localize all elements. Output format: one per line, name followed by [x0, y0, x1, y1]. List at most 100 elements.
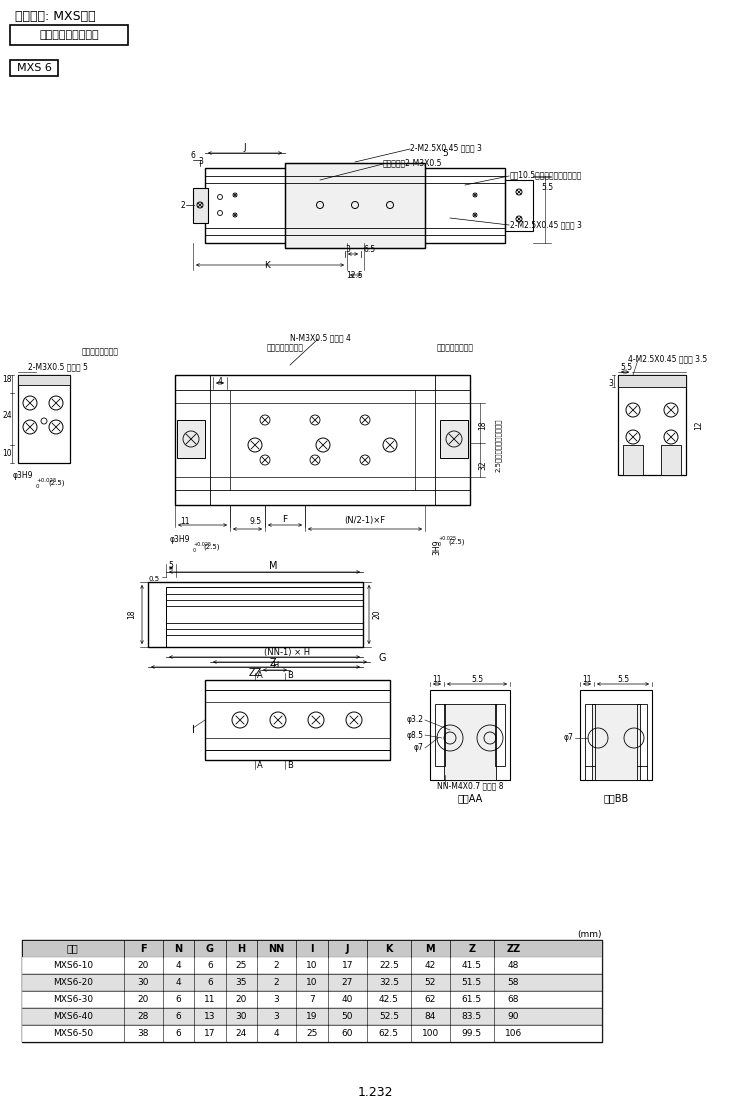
Text: Z: Z: [468, 944, 476, 954]
Bar: [440, 420, 468, 458]
Text: 5.5: 5.5: [541, 183, 553, 192]
Text: 2.5（后端行程调整装置）: 2.5（后端行程调整装置）: [495, 418, 502, 471]
Text: 35: 35: [236, 978, 247, 987]
Bar: [177, 420, 205, 458]
Text: NN-M4X0.7 螺纹深 8: NN-M4X0.7 螺纹深 8: [436, 782, 503, 791]
Text: 13: 13: [204, 1012, 216, 1022]
Text: 2: 2: [274, 961, 280, 970]
Text: 4: 4: [217, 378, 223, 387]
Text: 10: 10: [2, 449, 12, 458]
Text: +0.025: +0.025: [438, 537, 456, 541]
Text: 62: 62: [424, 995, 436, 1004]
Text: 气动滑台: MXS系列: 气动滑台: MXS系列: [15, 10, 96, 22]
Text: MXS6-10: MXS6-10: [53, 961, 93, 970]
Text: 2-M3X0.5 螺纹深 5: 2-M3X0.5 螺纹深 5: [28, 362, 88, 371]
Text: 6: 6: [190, 152, 196, 160]
Text: I: I: [310, 944, 314, 954]
Text: I: I: [191, 725, 194, 735]
Text: F: F: [283, 516, 287, 525]
Text: H: H: [237, 944, 245, 954]
Text: 18: 18: [127, 609, 136, 618]
Text: +0.025: +0.025: [36, 479, 56, 483]
Text: 截面BB: 截面BB: [603, 793, 628, 803]
Bar: [205, 702, 390, 737]
Bar: [22, 974, 602, 991]
Text: 2: 2: [180, 201, 185, 209]
Text: 3: 3: [346, 244, 350, 254]
Text: 30: 30: [137, 978, 149, 987]
Bar: [661, 444, 681, 475]
Text: 7: 7: [309, 995, 315, 1004]
Text: 84: 84: [424, 1012, 436, 1022]
Text: 4-M2.5X0.45 螺纹深 3.5: 4-M2.5X0.45 螺纹深 3.5: [628, 354, 707, 363]
Bar: [22, 1025, 602, 1042]
Text: MXS6-40: MXS6-40: [53, 1012, 93, 1022]
Text: 3: 3: [199, 157, 203, 166]
Text: 3: 3: [274, 995, 280, 1004]
Bar: [285, 163, 425, 248]
Text: 0: 0: [438, 543, 441, 547]
Bar: [22, 957, 602, 974]
Text: 42: 42: [424, 961, 436, 970]
Text: 12.5: 12.5: [346, 271, 363, 280]
Text: (NN-1) × H: (NN-1) × H: [264, 647, 310, 656]
Text: 61.5: 61.5: [462, 995, 482, 1004]
Text: 2: 2: [274, 978, 280, 987]
Bar: [618, 375, 686, 387]
Bar: [22, 940, 602, 1042]
Text: 20: 20: [373, 609, 382, 618]
Text: 型号: 型号: [67, 944, 79, 954]
Text: 48: 48: [508, 961, 519, 970]
Text: 51.5: 51.5: [462, 978, 482, 987]
Bar: [285, 163, 425, 248]
Text: (2.5): (2.5): [48, 480, 64, 486]
Text: 3: 3: [274, 1012, 280, 1022]
Text: 5.5: 5.5: [617, 675, 629, 684]
Text: H: H: [272, 662, 278, 671]
Text: 外形尺寸图（毫米）: 外形尺寸图（毫米）: [39, 30, 99, 40]
Text: 19: 19: [306, 1012, 318, 1022]
Text: φ7: φ7: [414, 743, 424, 752]
Text: 68: 68: [508, 995, 519, 1004]
Text: (2.5): (2.5): [203, 544, 220, 550]
Text: 3: 3: [608, 379, 613, 388]
Text: 25: 25: [306, 1029, 318, 1038]
Text: 6: 6: [207, 961, 213, 970]
Bar: [205, 690, 390, 750]
Text: B: B: [287, 762, 293, 771]
Text: 12: 12: [694, 420, 703, 430]
Text: 24: 24: [236, 1029, 247, 1038]
Text: 41.5: 41.5: [462, 961, 482, 970]
Text: A: A: [257, 762, 262, 771]
Text: 27: 27: [342, 978, 353, 987]
Text: +0.025: +0.025: [193, 543, 211, 547]
Text: 最大10.5（后端行程调整装置）: 最大10.5（后端行程调整装置）: [510, 170, 582, 179]
Text: F: F: [140, 944, 146, 954]
Text: M: M: [425, 944, 435, 954]
Bar: [205, 680, 390, 760]
Text: φ3H9: φ3H9: [170, 535, 190, 544]
Text: 20: 20: [236, 995, 247, 1004]
Text: 22.5: 22.5: [379, 961, 399, 970]
Bar: [618, 375, 686, 475]
Text: 9.5: 9.5: [250, 518, 262, 527]
Text: 11: 11: [180, 518, 190, 527]
Text: 5.5: 5.5: [620, 363, 632, 372]
Text: 11: 11: [432, 675, 442, 684]
Text: J: J: [244, 144, 246, 153]
Text: 60: 60: [342, 1029, 353, 1038]
Text: 17: 17: [204, 1029, 216, 1038]
Bar: [205, 168, 505, 243]
Bar: [166, 606, 363, 623]
Text: B: B: [287, 672, 293, 681]
Text: 25: 25: [236, 961, 247, 970]
Text: 2-M2.5X0.45 螺纹深 3: 2-M2.5X0.45 螺纹深 3: [410, 144, 482, 153]
Text: 20: 20: [137, 995, 149, 1004]
Text: G: G: [206, 944, 214, 954]
Bar: [18, 375, 70, 463]
Text: 30: 30: [236, 1012, 247, 1022]
Text: 58: 58: [508, 978, 519, 987]
Text: 18: 18: [2, 375, 12, 384]
Text: (2.5): (2.5): [448, 539, 464, 545]
Bar: [22, 991, 602, 1008]
